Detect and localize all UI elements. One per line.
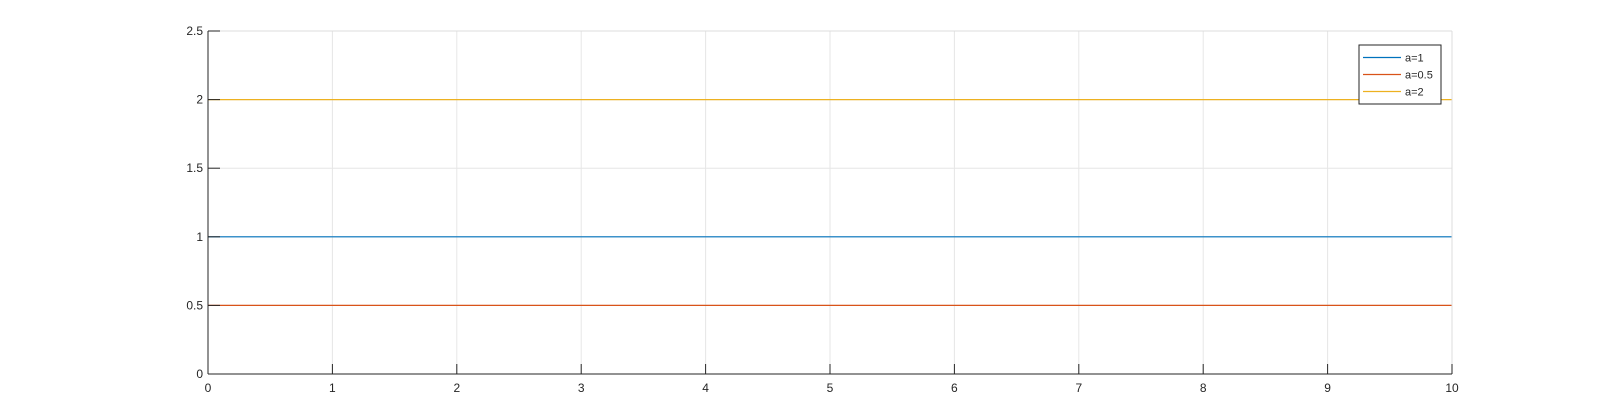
legend-label-2: a=2 <box>1405 87 1424 99</box>
x-tick-label: 10 <box>1445 381 1459 395</box>
legend-label-1: a=0.5 <box>1405 70 1433 82</box>
x-tick-label: 4 <box>702 381 709 395</box>
x-tick-label: 9 <box>1324 381 1331 395</box>
x-tick-label: 7 <box>1075 381 1082 395</box>
y-tick-label: 0.5 <box>186 298 203 312</box>
x-tick-label: 1 <box>329 381 336 395</box>
x-tick-label: 0 <box>205 381 212 395</box>
x-tick-label: 3 <box>578 381 585 395</box>
x-tick-label: 8 <box>1200 381 1207 395</box>
y-tick-label: 0 <box>196 367 203 381</box>
legend[interactable]: a=1 a=0.5 a=2 <box>1358 44 1442 105</box>
x-tick-label: 2 <box>453 381 460 395</box>
y-tick-label: 2 <box>196 93 203 107</box>
tick-labels: 0 1 2 3 4 5 6 7 8 9 10 0 0.5 1 1.5 2 2.5 <box>186 24 1459 395</box>
x-tick-label: 5 <box>827 381 834 395</box>
y-tick-label: 2.5 <box>186 24 203 38</box>
x-tick-label: 6 <box>951 381 958 395</box>
legend-label-0: a=1 <box>1405 53 1424 65</box>
data-series <box>208 98 1452 306</box>
y-tick-label: 1.5 <box>186 161 203 175</box>
y-tick-label: 1 <box>196 230 203 244</box>
tick-marks <box>207 30 1453 375</box>
